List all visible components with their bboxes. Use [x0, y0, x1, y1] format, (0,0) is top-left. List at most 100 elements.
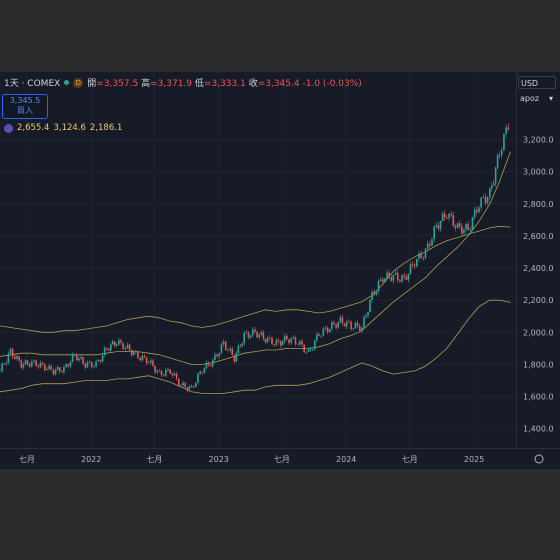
candle-body: [435, 225, 438, 227]
candle-body: [186, 387, 189, 391]
candle-body: [111, 341, 114, 345]
symbol-title[interactable]: 1天 · COMEX: [4, 79, 61, 89]
candle-body: [133, 352, 135, 356]
buy-button[interactable]: 3,345.5 買入: [2, 94, 48, 119]
candle-body: [33, 360, 35, 362]
currency-selector[interactable]: USD: [518, 76, 556, 89]
candle-body: [500, 150, 503, 156]
candle-body: [390, 277, 393, 281]
band-line: [0, 151, 511, 365]
candle-body: [443, 213, 446, 218]
candle-body: [486, 197, 489, 204]
price-tick-label: 1,400.0: [523, 425, 554, 434]
price-axis[interactable]: 1,400.0 1,600.0 1,800.0 2,000.0 2,200.0 2,400…: [516, 72, 560, 448]
candle-body: [320, 335, 322, 337]
candle-body: [235, 352, 238, 362]
candle-body: [271, 337, 273, 345]
candle-body: [190, 385, 193, 387]
time-tick-label: 2025: [464, 455, 484, 464]
candle-body: [343, 323, 346, 327]
close-label: 收: [248, 79, 258, 89]
time-axis[interactable]: 七月 2022 七月 2023 七月 2024 七月 2025: [0, 448, 560, 469]
candle-body: [106, 347, 108, 350]
candle-body: [313, 340, 316, 350]
candle-body: [382, 279, 384, 282]
indicator-legend[interactable]: 2,655.4 3,124.6 2,186.1: [4, 123, 122, 133]
candle-body: [46, 368, 48, 371]
candle-body: [461, 226, 463, 234]
price-tick-label: 2,800.0: [523, 200, 554, 209]
candle-body: [103, 347, 106, 356]
candle-body: [335, 324, 337, 328]
candle-body: [292, 337, 295, 339]
candle-body: [273, 344, 275, 346]
candle-body: [379, 279, 382, 282]
candle-body: [216, 354, 218, 357]
change-value: -1.0 (-0.03%): [302, 79, 362, 89]
candle-body: [433, 226, 435, 239]
time-tick-label: 2023: [209, 455, 229, 464]
candle-body: [194, 382, 197, 387]
candle-body: [416, 258, 418, 267]
candle-body: [78, 358, 80, 361]
candle-body: [139, 358, 141, 361]
price-tick-label: 2,000.0: [523, 328, 554, 337]
candle-body: [469, 229, 472, 231]
time-tick-label: 七月: [402, 455, 418, 464]
candle-body: [211, 360, 214, 367]
candle-body: [97, 360, 100, 362]
candle-body: [352, 328, 355, 330]
scale-selector[interactable]: apoz ▾: [518, 92, 556, 105]
candle-body: [115, 344, 118, 346]
candle-body: [22, 364, 25, 368]
candle-body: [86, 362, 89, 368]
close-value: =3,345.4: [257, 79, 300, 89]
time-tick-label: 七月: [146, 455, 162, 464]
candle-body: [348, 321, 350, 323]
candle-body: [108, 349, 110, 351]
candle-body: [247, 332, 250, 338]
price-chart[interactable]: [0, 72, 516, 448]
candle-body: [154, 365, 156, 373]
candle-body: [476, 209, 478, 213]
candle-body: [480, 197, 482, 208]
candle-body: [126, 344, 129, 348]
candle-body: [143, 355, 146, 358]
candle-body: [249, 335, 252, 338]
candle-body: [367, 312, 369, 316]
candle-body: [373, 291, 376, 295]
price-tick-label: 3,000.0: [523, 168, 554, 177]
open-value: =3,357.5: [96, 79, 139, 89]
price-axis-labels: 1,400.0 1,600.0 1,800.0 2,000.0 2,200.0 2,400…: [523, 135, 554, 434]
candle-body: [458, 223, 461, 227]
candle-body: [503, 133, 505, 151]
candle-body: [418, 253, 420, 259]
candle-body: [505, 127, 507, 134]
candle-body: [65, 364, 67, 367]
plot-area[interactable]: [0, 72, 516, 448]
candle-body: [61, 371, 63, 373]
candle-body: [128, 344, 131, 351]
candle-body: [84, 363, 87, 368]
candle-body: [467, 224, 469, 231]
candle-body: [420, 253, 422, 258]
candle-body: [48, 365, 50, 369]
candle-body: [18, 356, 20, 361]
candle-body: [241, 343, 244, 347]
candle-body: [275, 340, 278, 345]
candle-body: [90, 361, 93, 368]
candle-body: [371, 291, 373, 300]
candle-body: [199, 371, 201, 375]
candle-body: [209, 364, 212, 367]
candle-body: [214, 354, 216, 361]
time-axis-labels: 七月 2022 七月 2023 七月 2024 七月 2025: [19, 454, 544, 464]
candle-body: [156, 371, 159, 373]
candle-body: [439, 220, 442, 229]
candle-body: [237, 345, 240, 353]
candle-body: [424, 248, 427, 258]
candle-body: [283, 335, 286, 342]
candle-body: [43, 364, 46, 371]
candle-body: [463, 229, 465, 234]
candle-body: [175, 373, 178, 379]
candle-body: [162, 374, 165, 376]
